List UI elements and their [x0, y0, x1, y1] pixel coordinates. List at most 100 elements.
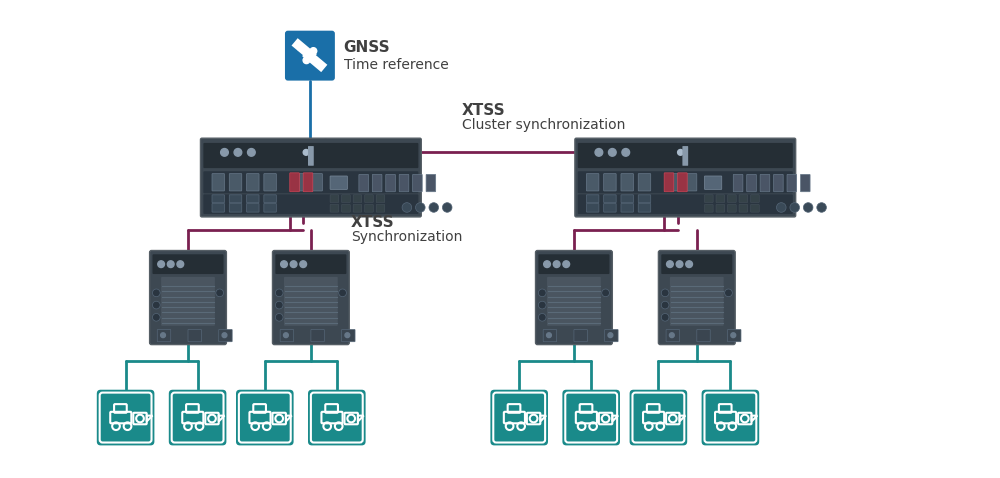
- FancyBboxPatch shape: [169, 390, 226, 445]
- FancyBboxPatch shape: [666, 329, 680, 342]
- FancyBboxPatch shape: [774, 174, 783, 192]
- FancyBboxPatch shape: [751, 205, 759, 212]
- Circle shape: [416, 203, 425, 212]
- FancyBboxPatch shape: [229, 174, 242, 191]
- FancyBboxPatch shape: [353, 195, 362, 203]
- FancyBboxPatch shape: [100, 392, 152, 443]
- Circle shape: [222, 333, 227, 337]
- FancyBboxPatch shape: [562, 390, 620, 445]
- Circle shape: [803, 203, 813, 212]
- Circle shape: [161, 333, 165, 337]
- FancyBboxPatch shape: [399, 174, 409, 192]
- FancyBboxPatch shape: [365, 195, 373, 203]
- FancyBboxPatch shape: [716, 195, 725, 203]
- Circle shape: [303, 57, 310, 64]
- Circle shape: [817, 203, 826, 212]
- FancyBboxPatch shape: [682, 146, 688, 166]
- FancyBboxPatch shape: [638, 174, 651, 191]
- FancyBboxPatch shape: [621, 195, 633, 203]
- FancyBboxPatch shape: [747, 174, 756, 192]
- Circle shape: [297, 44, 304, 51]
- Circle shape: [602, 289, 609, 297]
- Circle shape: [152, 301, 160, 309]
- Circle shape: [667, 261, 673, 268]
- Circle shape: [669, 333, 674, 337]
- Polygon shape: [302, 49, 327, 72]
- FancyBboxPatch shape: [200, 138, 421, 217]
- Circle shape: [316, 60, 322, 67]
- FancyBboxPatch shape: [565, 392, 617, 443]
- Circle shape: [678, 150, 683, 155]
- FancyBboxPatch shape: [787, 174, 797, 192]
- FancyBboxPatch shape: [285, 31, 335, 81]
- FancyBboxPatch shape: [150, 250, 226, 345]
- FancyBboxPatch shape: [716, 205, 725, 212]
- Circle shape: [790, 203, 800, 212]
- FancyBboxPatch shape: [704, 176, 722, 189]
- FancyBboxPatch shape: [578, 171, 793, 193]
- FancyBboxPatch shape: [604, 174, 616, 191]
- Circle shape: [608, 149, 616, 156]
- FancyBboxPatch shape: [638, 195, 651, 203]
- FancyBboxPatch shape: [97, 390, 154, 445]
- FancyBboxPatch shape: [280, 329, 294, 342]
- FancyBboxPatch shape: [203, 195, 418, 214]
- Circle shape: [661, 314, 669, 321]
- Circle shape: [216, 289, 224, 297]
- Circle shape: [310, 48, 317, 54]
- Circle shape: [402, 203, 412, 212]
- FancyBboxPatch shape: [203, 171, 418, 193]
- FancyBboxPatch shape: [203, 143, 418, 168]
- FancyBboxPatch shape: [247, 174, 259, 191]
- FancyBboxPatch shape: [342, 205, 350, 212]
- Circle shape: [177, 261, 184, 268]
- FancyBboxPatch shape: [586, 174, 599, 191]
- Circle shape: [731, 333, 736, 337]
- FancyBboxPatch shape: [604, 204, 616, 212]
- Text: XTSS: XTSS: [462, 103, 505, 118]
- FancyBboxPatch shape: [212, 204, 224, 212]
- Circle shape: [300, 261, 307, 268]
- FancyBboxPatch shape: [704, 392, 756, 443]
- FancyBboxPatch shape: [536, 250, 612, 345]
- Circle shape: [281, 261, 287, 268]
- FancyBboxPatch shape: [670, 277, 724, 326]
- Circle shape: [290, 261, 297, 268]
- FancyBboxPatch shape: [311, 329, 324, 342]
- FancyBboxPatch shape: [152, 254, 224, 274]
- Circle shape: [275, 289, 283, 297]
- FancyBboxPatch shape: [342, 195, 350, 203]
- FancyBboxPatch shape: [621, 204, 633, 212]
- FancyBboxPatch shape: [632, 392, 684, 443]
- Circle shape: [345, 333, 350, 337]
- FancyBboxPatch shape: [638, 204, 651, 212]
- FancyBboxPatch shape: [172, 392, 224, 443]
- FancyBboxPatch shape: [264, 204, 276, 212]
- Circle shape: [167, 261, 174, 268]
- FancyBboxPatch shape: [372, 174, 382, 192]
- FancyBboxPatch shape: [312, 174, 322, 191]
- Circle shape: [303, 150, 309, 155]
- FancyBboxPatch shape: [543, 329, 557, 342]
- Circle shape: [676, 261, 683, 268]
- Circle shape: [442, 203, 452, 212]
- FancyBboxPatch shape: [547, 277, 601, 326]
- FancyBboxPatch shape: [661, 254, 732, 274]
- Circle shape: [725, 289, 732, 297]
- Circle shape: [275, 301, 283, 309]
- FancyBboxPatch shape: [157, 329, 171, 342]
- FancyBboxPatch shape: [671, 174, 681, 191]
- FancyBboxPatch shape: [188, 329, 201, 342]
- FancyBboxPatch shape: [284, 277, 338, 326]
- Circle shape: [152, 314, 160, 321]
- Circle shape: [686, 261, 692, 268]
- FancyBboxPatch shape: [330, 195, 339, 203]
- FancyBboxPatch shape: [386, 174, 395, 192]
- Circle shape: [339, 289, 346, 297]
- Text: Time reference: Time reference: [344, 58, 448, 72]
- FancyBboxPatch shape: [704, 205, 713, 212]
- FancyBboxPatch shape: [330, 176, 347, 189]
- FancyBboxPatch shape: [212, 174, 224, 191]
- Circle shape: [158, 261, 164, 268]
- FancyBboxPatch shape: [586, 204, 599, 212]
